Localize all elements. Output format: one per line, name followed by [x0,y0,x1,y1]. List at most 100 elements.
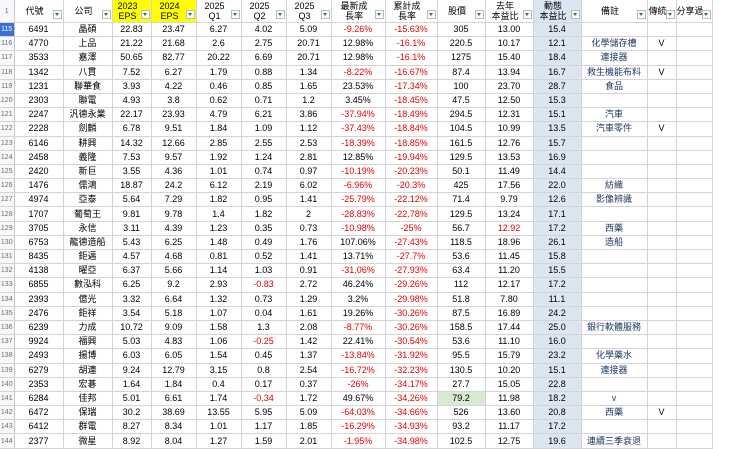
cell-q3[interactable]: 0.97 [286,164,332,180]
cell-q3[interactable]: 2.08 [286,320,332,336]
cell-q2[interactable]: -0.83 [241,277,287,293]
cell-pe_dyn[interactable]: 24.2 [533,306,582,321]
cell-pe_last[interactable]: 12.76 [485,136,534,151]
cell-q2[interactable]: 5.95 [241,405,287,421]
cell-pe_dyn[interactable]: 15.4 [533,22,582,38]
cell-price[interactable]: 118.5 [437,235,486,251]
column-header-q1[interactable]: 2025 Q1 [196,0,242,23]
cell-q2[interactable]: 0.49 [241,235,287,251]
filter-icon[interactable] [320,10,330,19]
cell-eps2024[interactable]: 1.84 [151,377,197,392]
cell-pe_last[interactable]: 10.20 [485,363,534,378]
row-number[interactable]: 129 [0,221,15,236]
filter-icon[interactable] [275,10,285,19]
cell-price[interactable]: 50.1 [437,164,486,180]
cell-note[interactable] [581,263,648,279]
cell-eps2023[interactable]: 10.72 [112,320,152,336]
cell-pe_last[interactable]: 17.56 [485,178,534,194]
cell-latest[interactable]: 13.71% [331,249,386,265]
cell-q3[interactable]: 1.12 [286,121,332,137]
filter-icon[interactable] [636,10,646,19]
cell-note[interactable]: 救生機能布料 [581,65,648,80]
cell-q3[interactable]: 2.72 [286,277,332,293]
cell-pe_last[interactable]: 15.40 [485,50,534,66]
cell-pe_last[interactable]: 16.89 [485,306,534,321]
cell-q1[interactable]: 3.15 [196,363,242,378]
cell-latest[interactable]: -18.39% [331,136,386,151]
cell-q1[interactable]: 1.07 [196,306,242,321]
cell-pe_last[interactable]: 23.70 [485,79,534,94]
cell-latest[interactable]: 3.2% [331,292,386,307]
row-number[interactable]: 118 [0,65,15,80]
cell-eps2023[interactable]: 4.93 [112,93,152,109]
row-number[interactable]: 136 [0,320,15,336]
cell-code[interactable]: 6146 [14,136,64,151]
cell-q2[interactable]: 1.09 [241,121,287,137]
cell-code[interactable]: 6855 [14,277,64,293]
column-header-pe_dyn[interactable]: 動態 本益比 [533,0,582,23]
cell-trad[interactable]: V [647,36,677,52]
cell-price[interactable]: 294.5 [437,107,486,123]
cell-cum[interactable]: -34.93% [385,419,438,435]
cell-pe_dyn[interactable]: 15.1 [533,107,582,123]
cell-latest[interactable]: 22.41% [331,334,386,350]
cell-q2[interactable]: 0.52 [241,249,287,265]
cell-code[interactable]: 1231 [14,79,64,94]
row-number[interactable]: 130 [0,235,15,251]
cell-latest[interactable]: -13.84% [331,348,386,364]
cell-trad[interactable] [647,93,677,109]
cell-q1[interactable]: 6.12 [196,178,242,194]
cell-note[interactable]: 連續三季衰退 [581,433,648,449]
cell-q1[interactable]: 1.54 [196,348,242,364]
cell-latest[interactable]: -8.22% [331,65,386,80]
cell-q2[interactable]: 0.73 [241,292,287,307]
cell-code[interactable]: 2353 [14,377,64,392]
cell-note[interactable]: 汽車零件 [581,121,648,137]
cell-latest[interactable]: -31.06% [331,263,386,279]
cell-shared[interactable] [676,235,713,251]
cell-pe_last[interactable]: 13.53 [485,150,534,165]
filter-icon[interactable] [185,10,195,19]
cell-q1[interactable]: 1.23 [196,221,242,236]
cell-trad[interactable] [647,50,677,66]
cell-pe_dyn[interactable]: 18.4 [533,50,582,66]
cell-note[interactable]: 影像辨識 [581,192,648,208]
cell-pe_last[interactable]: 12.75 [485,433,534,449]
row-number[interactable]: 133 [0,277,15,293]
cell-cum[interactable]: -19.94% [385,150,438,165]
cell-price[interactable]: 130.5 [437,363,486,378]
cell-note[interactable] [581,306,648,321]
cell-q2[interactable]: 6.21 [241,107,287,123]
cell-price[interactable]: 63.4 [437,263,486,279]
cell-trad[interactable] [647,150,677,165]
row-number[interactable]: 121 [0,107,15,123]
cell-pe_last[interactable]: 12.50 [485,93,534,109]
cell-trad[interactable] [647,292,677,307]
cell-latest[interactable]: -26% [331,377,386,392]
cell-cum[interactable]: -22.12% [385,192,438,208]
cell-price[interactable]: 112 [437,277,486,293]
cell-note[interactable] [581,164,648,180]
cell-q3[interactable]: 20.71 [286,50,332,66]
cell-pe_dyn[interactable]: 16.7 [533,65,582,80]
cell-eps2024[interactable]: 5.18 [151,306,197,321]
cell-cum[interactable]: -34.17% [385,377,438,392]
row-number[interactable]: 117 [0,50,15,66]
cell-eps2024[interactable]: 4.36 [151,164,197,180]
row-number[interactable]: 123 [0,136,15,151]
cell-shared[interactable] [676,249,713,265]
cell-company[interactable]: 鉅邁 [63,249,113,265]
cell-code[interactable]: 1342 [14,65,64,80]
cell-pe_dyn[interactable]: 26.1 [533,235,582,251]
cell-q2[interactable]: 1.82 [241,206,287,222]
row-number[interactable]: 116 [0,36,15,52]
row-number[interactable]: 137 [0,334,15,350]
cell-pe_last[interactable]: 11.10 [485,334,534,350]
cell-code[interactable]: 2420 [14,164,64,180]
cell-latest[interactable]: 23.53% [331,79,386,94]
cell-q2[interactable]: 1.59 [241,433,287,449]
column-header-latest[interactable]: 最新成 長率 [331,0,386,23]
cell-q1[interactable]: 1.01 [196,164,242,180]
cell-price[interactable]: 87.5 [437,306,486,321]
cell-eps2024[interactable]: 23.47 [151,22,197,38]
